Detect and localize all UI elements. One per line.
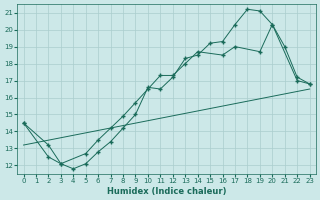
X-axis label: Humidex (Indice chaleur): Humidex (Indice chaleur) — [107, 187, 226, 196]
